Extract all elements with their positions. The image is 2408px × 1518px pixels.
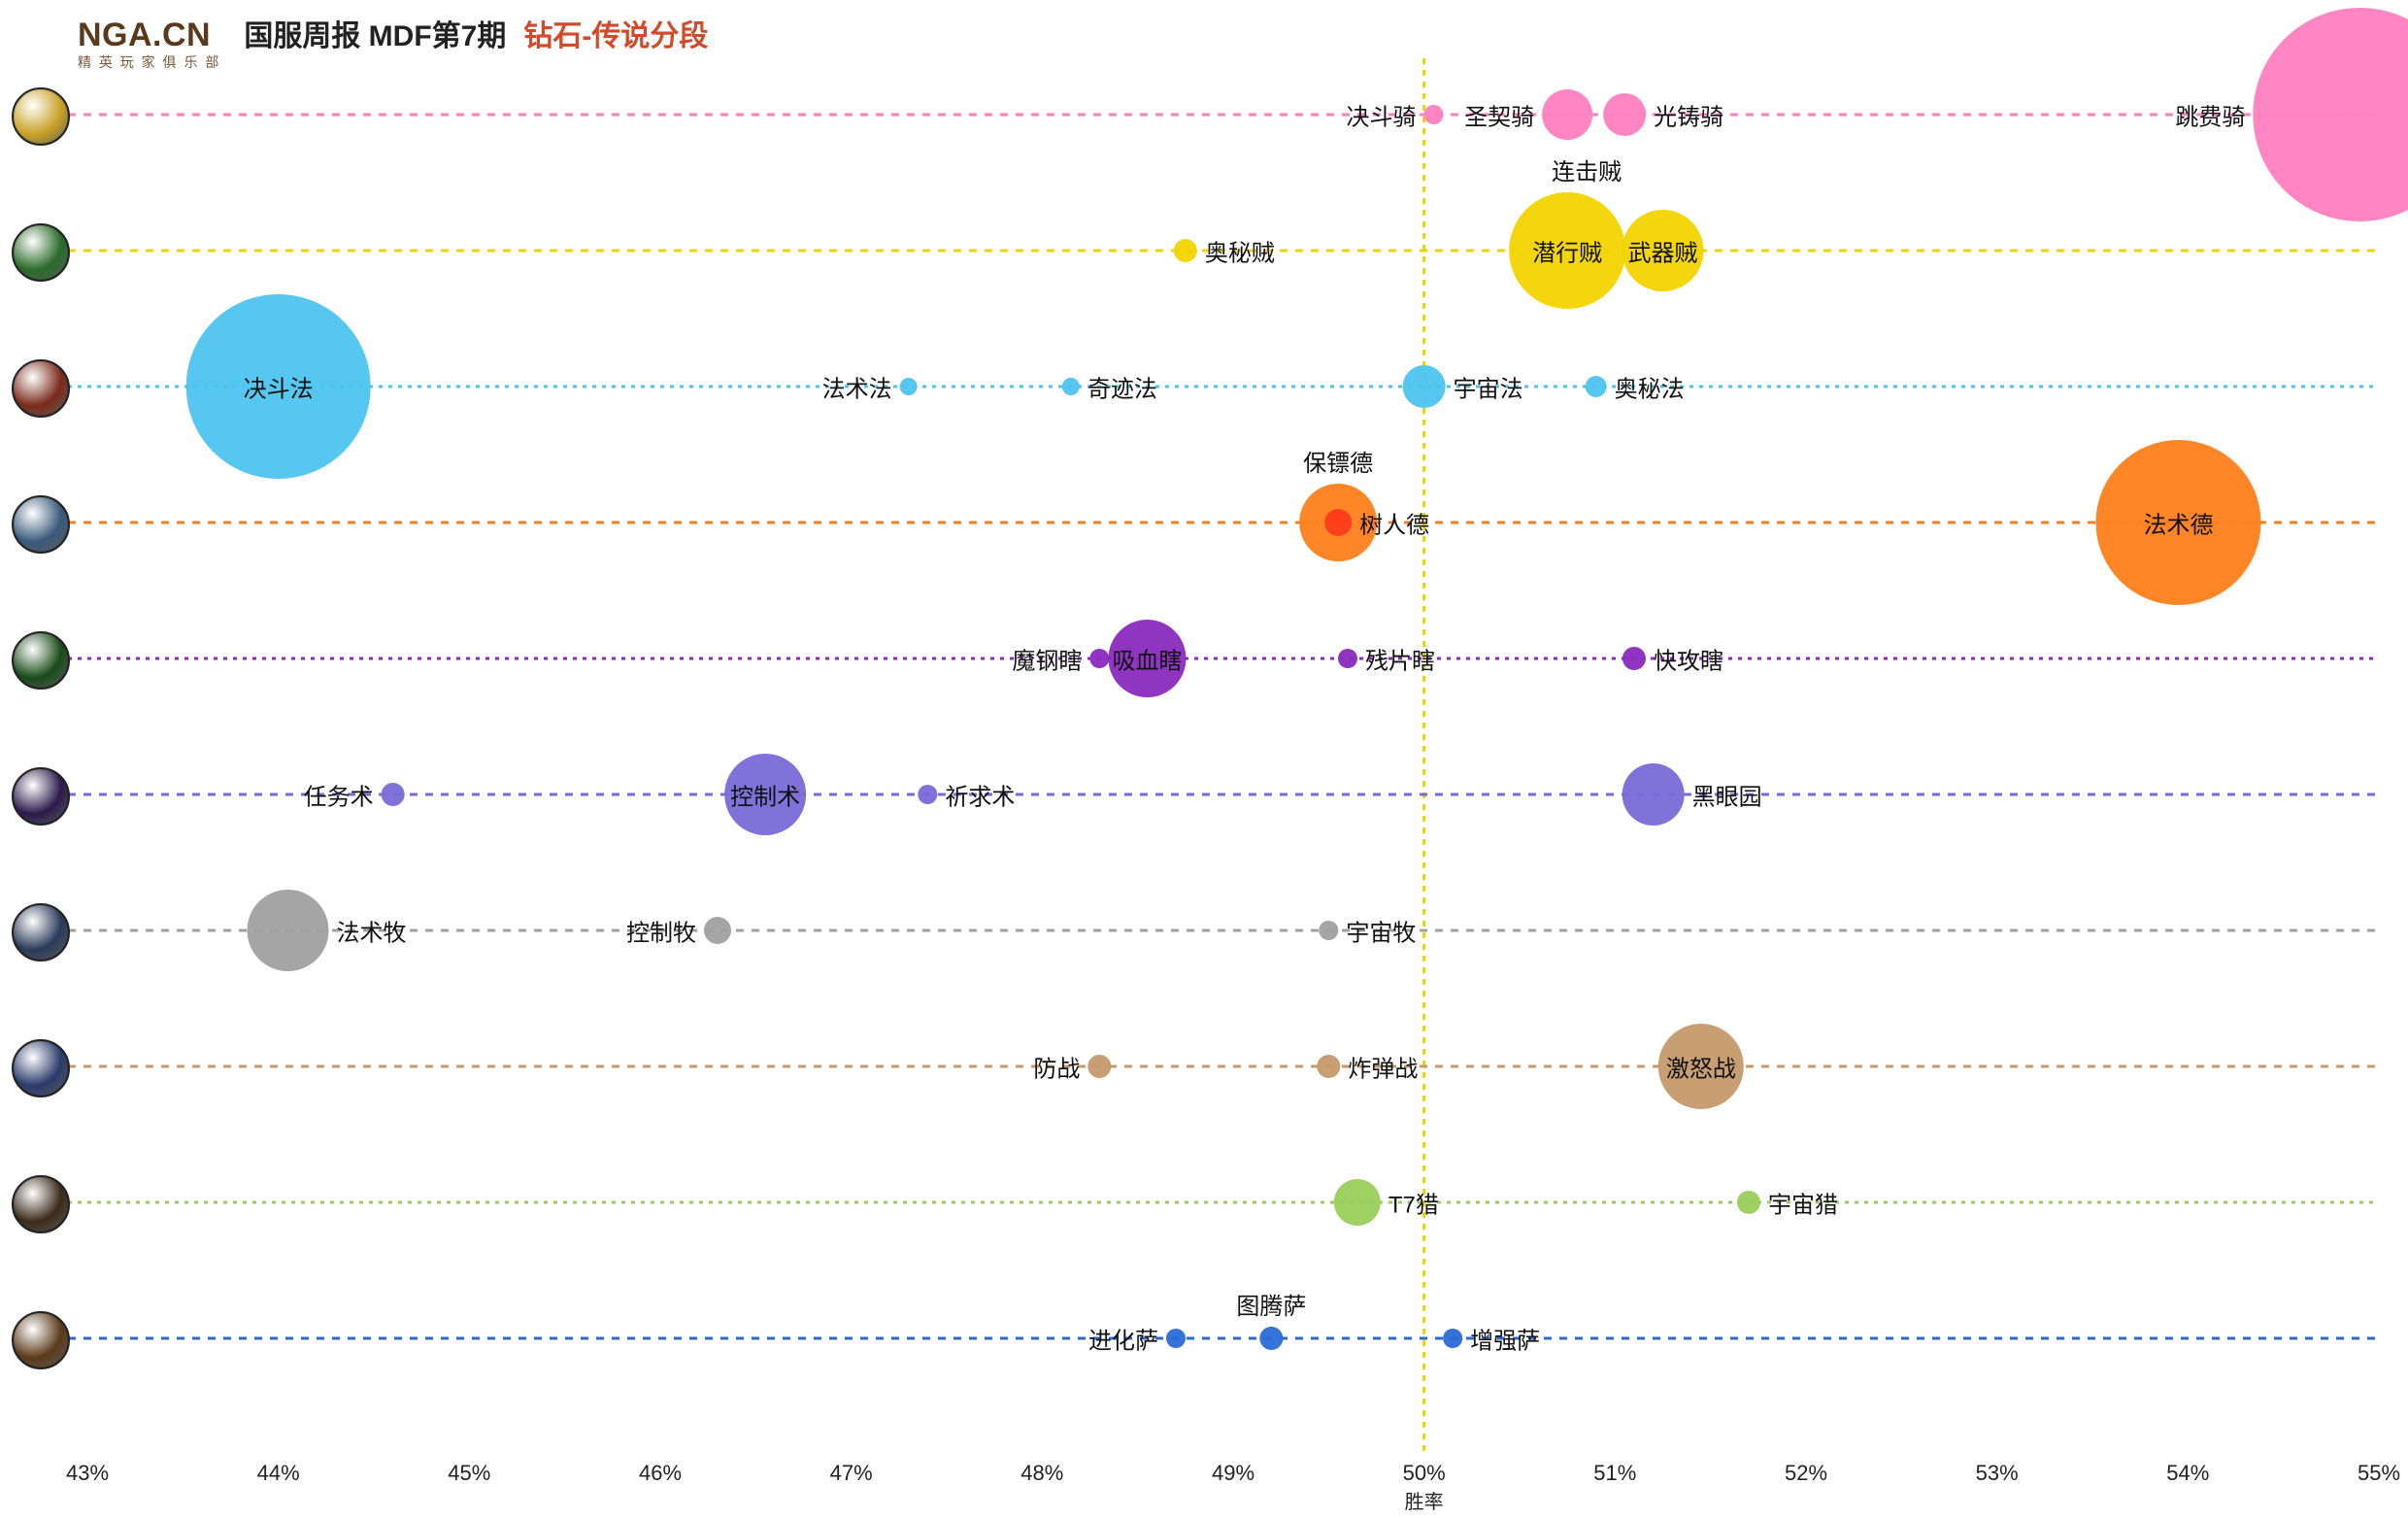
bubble-label: 光铸骑 <box>1654 98 1723 132</box>
bubble-label: 任务术 <box>304 778 374 812</box>
bubble-label: 残片瞎 <box>1365 642 1435 676</box>
bubble-label: 法术牧 <box>337 914 407 948</box>
xlabel: 胜率 <box>1405 1486 1444 1514</box>
class-icon-warlock <box>12 767 70 826</box>
bubble-label: 防战 <box>1033 1050 1080 1084</box>
class-icon-paladin <box>12 87 70 146</box>
class-icon-demonhunter <box>12 631 70 690</box>
bubble-label: 祈求术 <box>945 778 1015 812</box>
bubble-label: 法术法 <box>822 370 892 404</box>
bubble-label: 奥秘贼 <box>1205 234 1275 268</box>
bubble-label: 奇迹法 <box>1087 370 1157 404</box>
bubble-label: 黑眼园 <box>1692 778 1762 812</box>
bubble-label: 快攻瞎 <box>1654 642 1723 676</box>
bubble-label: T7猎 <box>1388 1186 1439 1220</box>
xtick-label: 44% <box>257 1461 300 1486</box>
bubble-upper-label: 连击贼 <box>1552 152 1622 186</box>
xtick-label: 47% <box>830 1461 873 1486</box>
xtick-label: 43% <box>66 1461 109 1486</box>
xtick-label: 45% <box>448 1461 490 1486</box>
bubble-label: 宇宙牧 <box>1346 914 1416 948</box>
class-icon-warrior <box>12 1039 70 1097</box>
bubble-label: 决斗骑 <box>1347 98 1417 132</box>
xtick-label: 55% <box>2358 1461 2400 1486</box>
class-icon-shaman <box>12 1311 70 1369</box>
xtick-label: 54% <box>2166 1461 2209 1486</box>
xtick-label: 49% <box>1212 1461 1254 1486</box>
bubble-label: 潜行贼 <box>1532 234 1602 268</box>
bubble-label: 宇宙法 <box>1454 370 1523 404</box>
bubble-label: 增强萨 <box>1470 1322 1540 1356</box>
class-icon-mage <box>12 359 70 418</box>
bubble-label: 控制术 <box>730 778 800 812</box>
class-icon-druid <box>12 495 70 554</box>
bubble-label: 奥秘法 <box>1615 370 1685 404</box>
class-icon-hunter <box>12 1175 70 1233</box>
bubble-label: 决斗法 <box>244 370 314 404</box>
xtick-label: 52% <box>1785 1461 1827 1486</box>
bubble-label: 进化萨 <box>1088 1322 1158 1356</box>
bubble-label: 炸弹战 <box>1348 1050 1418 1084</box>
bubble-label: 激怒战 <box>1666 1050 1736 1084</box>
bubble-label: 武器贼 <box>1628 234 1698 268</box>
chart-stage: NGA.CN 精 英 玩 家 俱 乐 部 国服周报 MDF第7期 钻石-传说分段… <box>0 0 2408 1518</box>
bubble-label: 吸血瞎 <box>1113 642 1183 676</box>
bubble-label: 控制牧 <box>626 914 696 948</box>
xtick-label: 46% <box>639 1461 682 1486</box>
overlay: 43% 44% 45% 46% 47% 48% 49% 50% 51% 52% 53% 54% 55% 胜… <box>0 0 2408 1518</box>
bubble-label: 圣契骑 <box>1464 98 1534 132</box>
class-icon-rogue <box>12 223 70 282</box>
xtick-label: 51% <box>1593 1461 1636 1486</box>
xtick-label: 53% <box>1976 1461 2019 1486</box>
bubble-label: 法术德 <box>2144 506 2214 540</box>
xtick-label: 48% <box>1020 1461 1063 1486</box>
bubble-label: 保镖德 <box>1303 444 1373 478</box>
xtick-label: 50% <box>1403 1461 1446 1486</box>
bubble-label: 魔钢瞎 <box>1012 642 1082 676</box>
bubble-label: 树人德 <box>1359 506 1429 540</box>
bubble-label: 图腾萨 <box>1236 1287 1306 1321</box>
bubble-label: 跳费骑 <box>2175 98 2245 132</box>
bubble-label: 宇宙猎 <box>1768 1186 1838 1220</box>
class-icon-priest <box>12 903 70 961</box>
